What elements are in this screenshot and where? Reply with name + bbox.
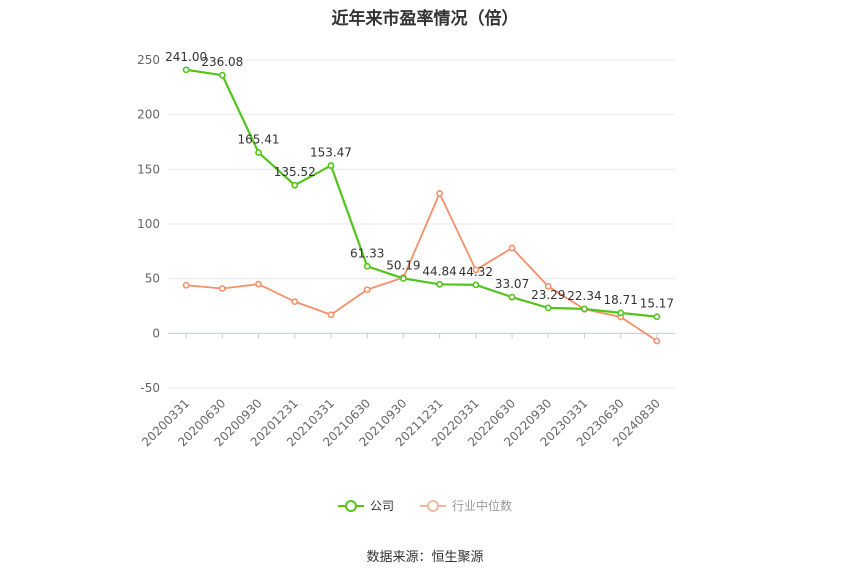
legend-label-company: 公司 [369,499,394,513]
company-point [544,304,552,312]
legend-line-icon [420,499,446,512]
legend-line-icon [337,499,364,512]
data-label: 236.08 [201,55,243,69]
industry-median-line [186,192,658,342]
y-tick-label: 100 [137,217,160,231]
x-axis: 2020033120200630202009302020123120210331… [139,332,675,449]
grid-lines [168,59,675,389]
industry-median-point [182,281,190,289]
company-point [363,262,371,270]
y-tick-label: 150 [137,162,160,176]
chart-title: 近年来市盈率情况（倍） [331,9,519,29]
data-label: 165.41 [238,132,280,146]
data-label: 15.17 [640,297,674,311]
industry-median-point [255,280,262,288]
data-label: 22.34 [567,289,601,303]
company-point [436,280,444,288]
data-label: 153.47 [310,146,352,160]
y-tick-label: 0 [152,326,160,340]
industry-median-point [472,266,480,274]
y-tick-label: -50 [140,381,160,395]
data-label: 50.19 [386,258,420,272]
company-point [291,181,299,189]
industry-median-point [291,298,299,306]
data-label: 135.52 [274,165,316,179]
industry-median-point [653,337,661,345]
data-label: 33.07 [495,277,529,291]
legend-item-company[interactable]: 公司 [337,497,394,514]
data-label: 61.33 [350,246,384,260]
legend-label-industry-median: 行业中位数 [452,499,513,513]
series-group [182,66,661,345]
y-tick-label: 50 [145,272,160,286]
data-label: 44.32 [459,265,493,279]
data-label: 44.84 [422,264,456,278]
industry-median-point [436,189,444,197]
company-point [399,275,407,282]
legend: 公司 行业中位数 [0,497,850,514]
source-note: 数据来源：恒生聚源 [366,550,484,565]
company-point [255,149,262,156]
y-axis: 250 200 150 100 50 0 -50 [137,53,160,395]
company-point [653,313,661,321]
y-tick-label: 250 [137,53,160,67]
industry-median-point [363,286,371,293]
company-point [617,309,625,317]
company-point [218,71,226,79]
legend-item-industry-median[interactable]: 行业中位数 [420,497,512,514]
industry-median-point [327,311,335,319]
company-point [508,293,516,301]
industry-median-point [218,285,226,292]
data-label: 241.00 [165,50,207,64]
company-point [581,305,588,313]
company-line [185,68,658,318]
data-label: 23.29 [531,288,565,302]
y-tick-label: 200 [137,108,160,122]
industry-median-point [544,282,552,290]
company-point [182,66,190,74]
industry-median-point [508,244,516,252]
company-point [472,281,480,289]
company-point [327,162,335,169]
data-label: 18.71 [603,293,637,307]
